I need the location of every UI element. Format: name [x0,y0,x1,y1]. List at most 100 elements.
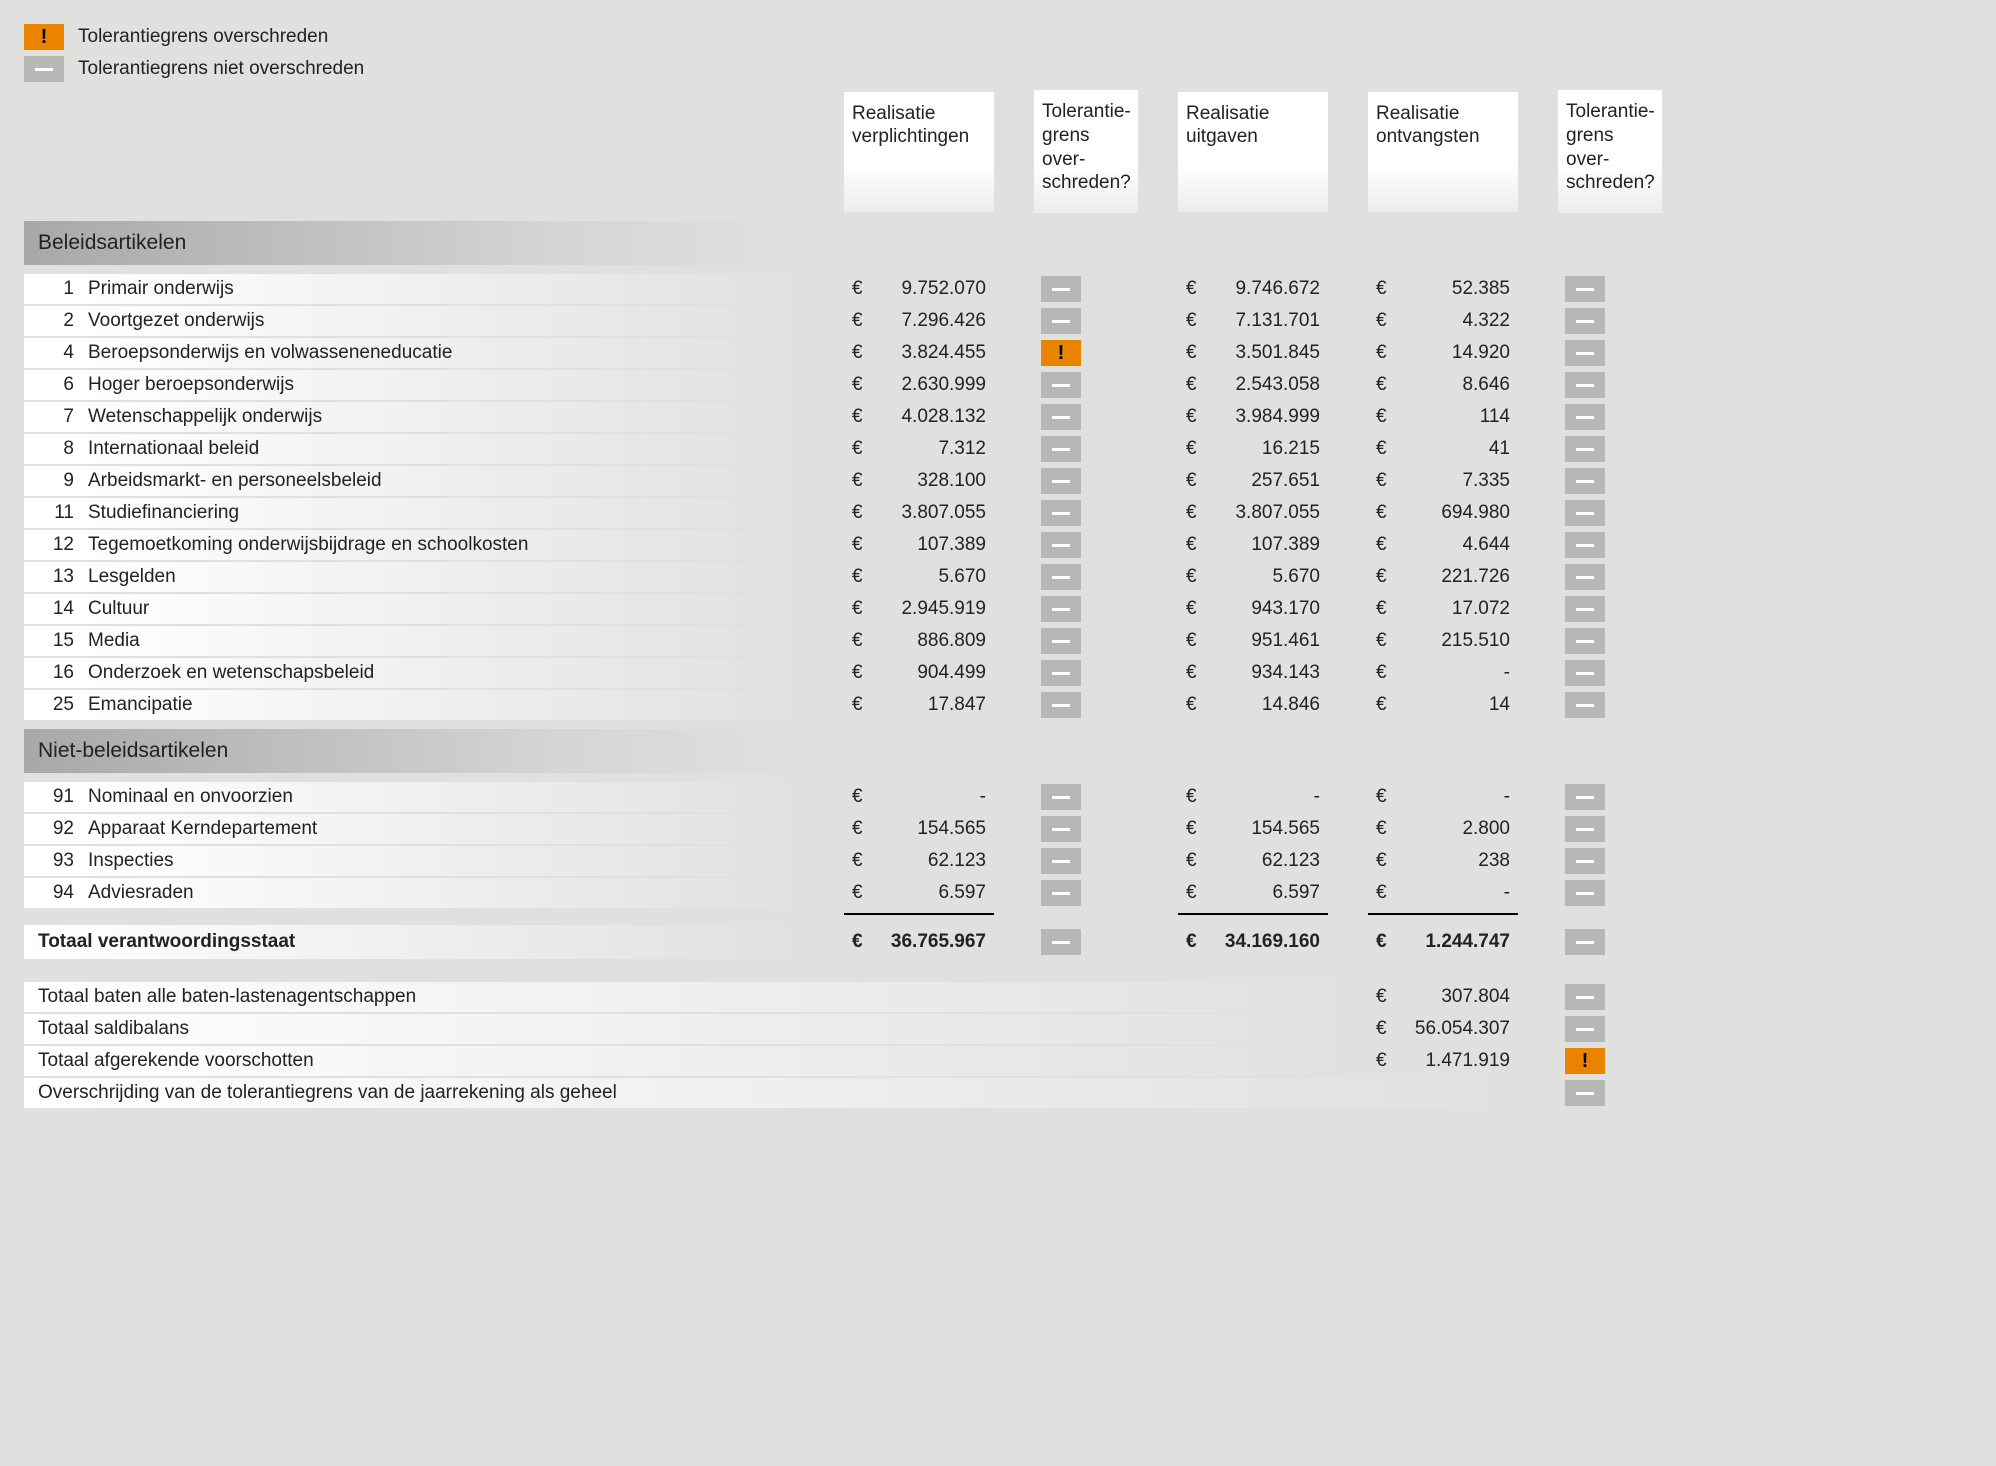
bottom-row-label: Totaal saldibalans [24,1014,1368,1044]
row-label: Media [84,626,804,656]
currency-symbol: € [1178,371,1208,399]
exceeded-icon: ! [1041,340,1081,366]
currency-symbol: € [1178,595,1208,623]
tolerance-badge-2: ! [1558,1045,1612,1077]
currency-symbol: € [1178,275,1208,303]
tolerance-badge-2 [1558,305,1612,337]
tolerance-badge-2 [1558,401,1612,433]
not-exceeded-icon [1565,500,1605,526]
not-exceeded-icon [1041,596,1081,622]
tolerance-badge-2 [1558,561,1612,593]
value-ontvangsten: 238 [1398,847,1518,875]
not-exceeded-icon [24,56,64,82]
row-number: 11 [24,498,84,528]
value-uitgaven: 7.131.701 [1208,307,1328,335]
legend-row-not-exceeded: Tolerantiegrens niet overschreden [24,56,1972,82]
bottom-row-label: Totaal baten alle baten-lastenagentschap… [24,982,1368,1012]
tolerance-badge-2 [1558,1013,1612,1045]
currency-symbol: € [1368,1047,1398,1075]
tolerance-badge-2 [1558,465,1612,497]
currency-symbol: € [1178,435,1208,463]
tolerance-badge-1 [1034,813,1088,845]
currency-symbol: € [844,783,874,811]
totals-label: Totaal verantwoordingsstaat [24,925,804,959]
tolerance-badge-1 [1034,433,1088,465]
tolerance-badge-2 [1558,689,1612,721]
currency-symbol: € [1178,339,1208,367]
not-exceeded-icon [1565,532,1605,558]
tolerance-badge-2 [1558,1077,1612,1109]
value-verplichtingen: 886.809 [874,627,994,655]
not-exceeded-icon [1565,308,1605,334]
tolerance-badge-1 [1034,781,1088,813]
value-ontvangsten: 41 [1398,435,1518,463]
row-number: 14 [24,594,84,624]
currency-symbol: € [1178,627,1208,655]
value-uitgaven: 3.501.845 [1208,339,1328,367]
value-verplichtingen: 154.565 [874,815,994,843]
value-verplichtingen: 4.028.132 [874,403,994,431]
value-ontvangsten: 4.322 [1398,307,1518,335]
value-verplichtingen: 107.389 [874,531,994,559]
currency-symbol: € [1368,499,1398,527]
value-verplichtingen: - [874,783,994,811]
not-exceeded-icon [1565,880,1605,906]
section-header: Niet-beleidsartikelen [24,729,804,773]
exceeded-icon: ! [1565,1048,1605,1074]
currency-symbol: € [1368,531,1398,559]
value-uitgaven: 951.461 [1208,627,1328,655]
not-exceeded-icon [1041,436,1081,462]
tolerance-badge-2 [1558,337,1612,369]
currency-symbol: € [1368,467,1398,495]
section-header: Beleidsartikelen [24,221,804,265]
row-number: 93 [24,846,84,876]
row-number: 7 [24,402,84,432]
not-exceeded-icon [1565,436,1605,462]
value-verplichtingen: 9.752.070 [874,275,994,303]
value-ontvangsten: 14 [1398,691,1518,719]
value-verplichtingen: 3.807.055 [874,499,994,527]
value-verplichtingen: 62.123 [874,847,994,875]
currency-symbol: € [844,307,874,335]
currency-symbol: € [1368,307,1398,335]
currency-symbol: € [1178,879,1208,907]
row-label: Internationaal beleid [84,434,804,464]
not-exceeded-icon [1041,880,1081,906]
value-uitgaven: 16.215 [1208,435,1328,463]
currency-symbol: € [1178,499,1208,527]
tolerance-badge-2 [1558,497,1612,529]
currency-symbol: € [844,339,874,367]
currency-symbol: € [844,627,874,655]
tolerance-badge-2 [1558,877,1612,909]
currency-symbol: € [1368,403,1398,431]
currency-symbol: € [1178,815,1208,843]
not-exceeded-icon [1565,784,1605,810]
value-uitgaven: 3.807.055 [1208,499,1328,527]
tolerance-badge-2 [1558,845,1612,877]
row-label: Voortgezet onderwijs [84,306,804,336]
currency-symbol: € [844,691,874,719]
row-label: Nominaal en onvoorzien [84,782,804,812]
value-ontvangsten: 7.335 [1398,467,1518,495]
not-exceeded-icon [1565,984,1605,1010]
header-uitgaven: Realisatie uitgaven [1178,92,1328,212]
currency-symbol: € [1368,691,1398,719]
tolerance-badge-1 [1034,465,1088,497]
tolerance-badge-1 [1034,657,1088,689]
not-exceeded-icon [1041,816,1081,842]
value-ontvangsten: 694.980 [1398,499,1518,527]
currency-symbol: € [844,467,874,495]
row-number: 15 [24,626,84,656]
not-exceeded-icon [1041,500,1081,526]
value-verplichtingen: 6.597 [874,879,994,907]
row-number: 94 [24,878,84,908]
not-exceeded-icon [1041,468,1081,494]
tolerance-badge-2 [1558,781,1612,813]
data-table: Realisatie verplichtingenTolerantie-gren… [24,90,1972,1109]
bottom-row-label: Overschrijding van de tolerantiegrens va… [24,1078,1518,1108]
legend: ! Tolerantiegrens overschreden Toleranti… [24,24,1972,82]
currency-symbol: € [1368,627,1398,655]
value-ontvangsten: 52.385 [1398,275,1518,303]
tolerance-badge-2 [1558,273,1612,305]
row-label: Beroepsonderwijs en volwasseneneducatie [84,338,804,368]
